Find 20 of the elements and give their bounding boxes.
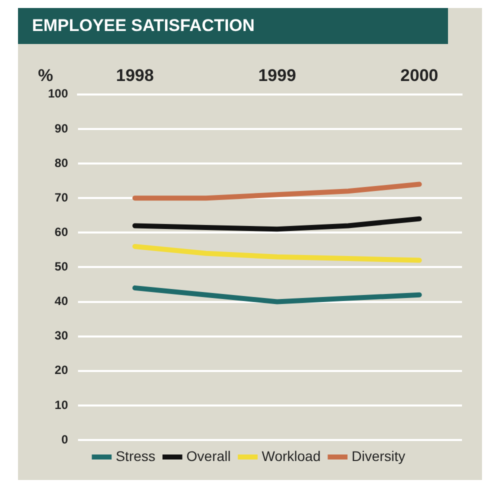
- legend-label: Diversity: [352, 448, 406, 464]
- y-tick-label: 60: [54, 224, 68, 239]
- y-tick-label: 70: [54, 190, 68, 204]
- legend-label: Overall: [186, 448, 231, 464]
- y-tick-label: 40: [54, 294, 68, 308]
- x-tick-label: 2000: [400, 66, 438, 85]
- x-tick-label: 1998: [116, 66, 154, 85]
- y-tick-label: 30: [54, 328, 68, 343]
- chart-title: EMPLOYEE SATISFACTION: [18, 8, 448, 44]
- y-tick-label: 0: [61, 432, 68, 446]
- x-tick-label: 1999: [258, 66, 296, 85]
- legend-label: Stress: [116, 448, 156, 464]
- y-tick-label: 20: [54, 363, 68, 378]
- y-tick-label: 50: [54, 260, 68, 274]
- legend-label: Workload: [262, 448, 321, 464]
- y-tick-label: 100: [48, 86, 68, 101]
- y-tick-label: 90: [54, 121, 68, 136]
- y-tick-label: 10: [54, 398, 68, 412]
- y-axis-title: %: [38, 66, 54, 86]
- y-tick-label: 80: [54, 156, 68, 170]
